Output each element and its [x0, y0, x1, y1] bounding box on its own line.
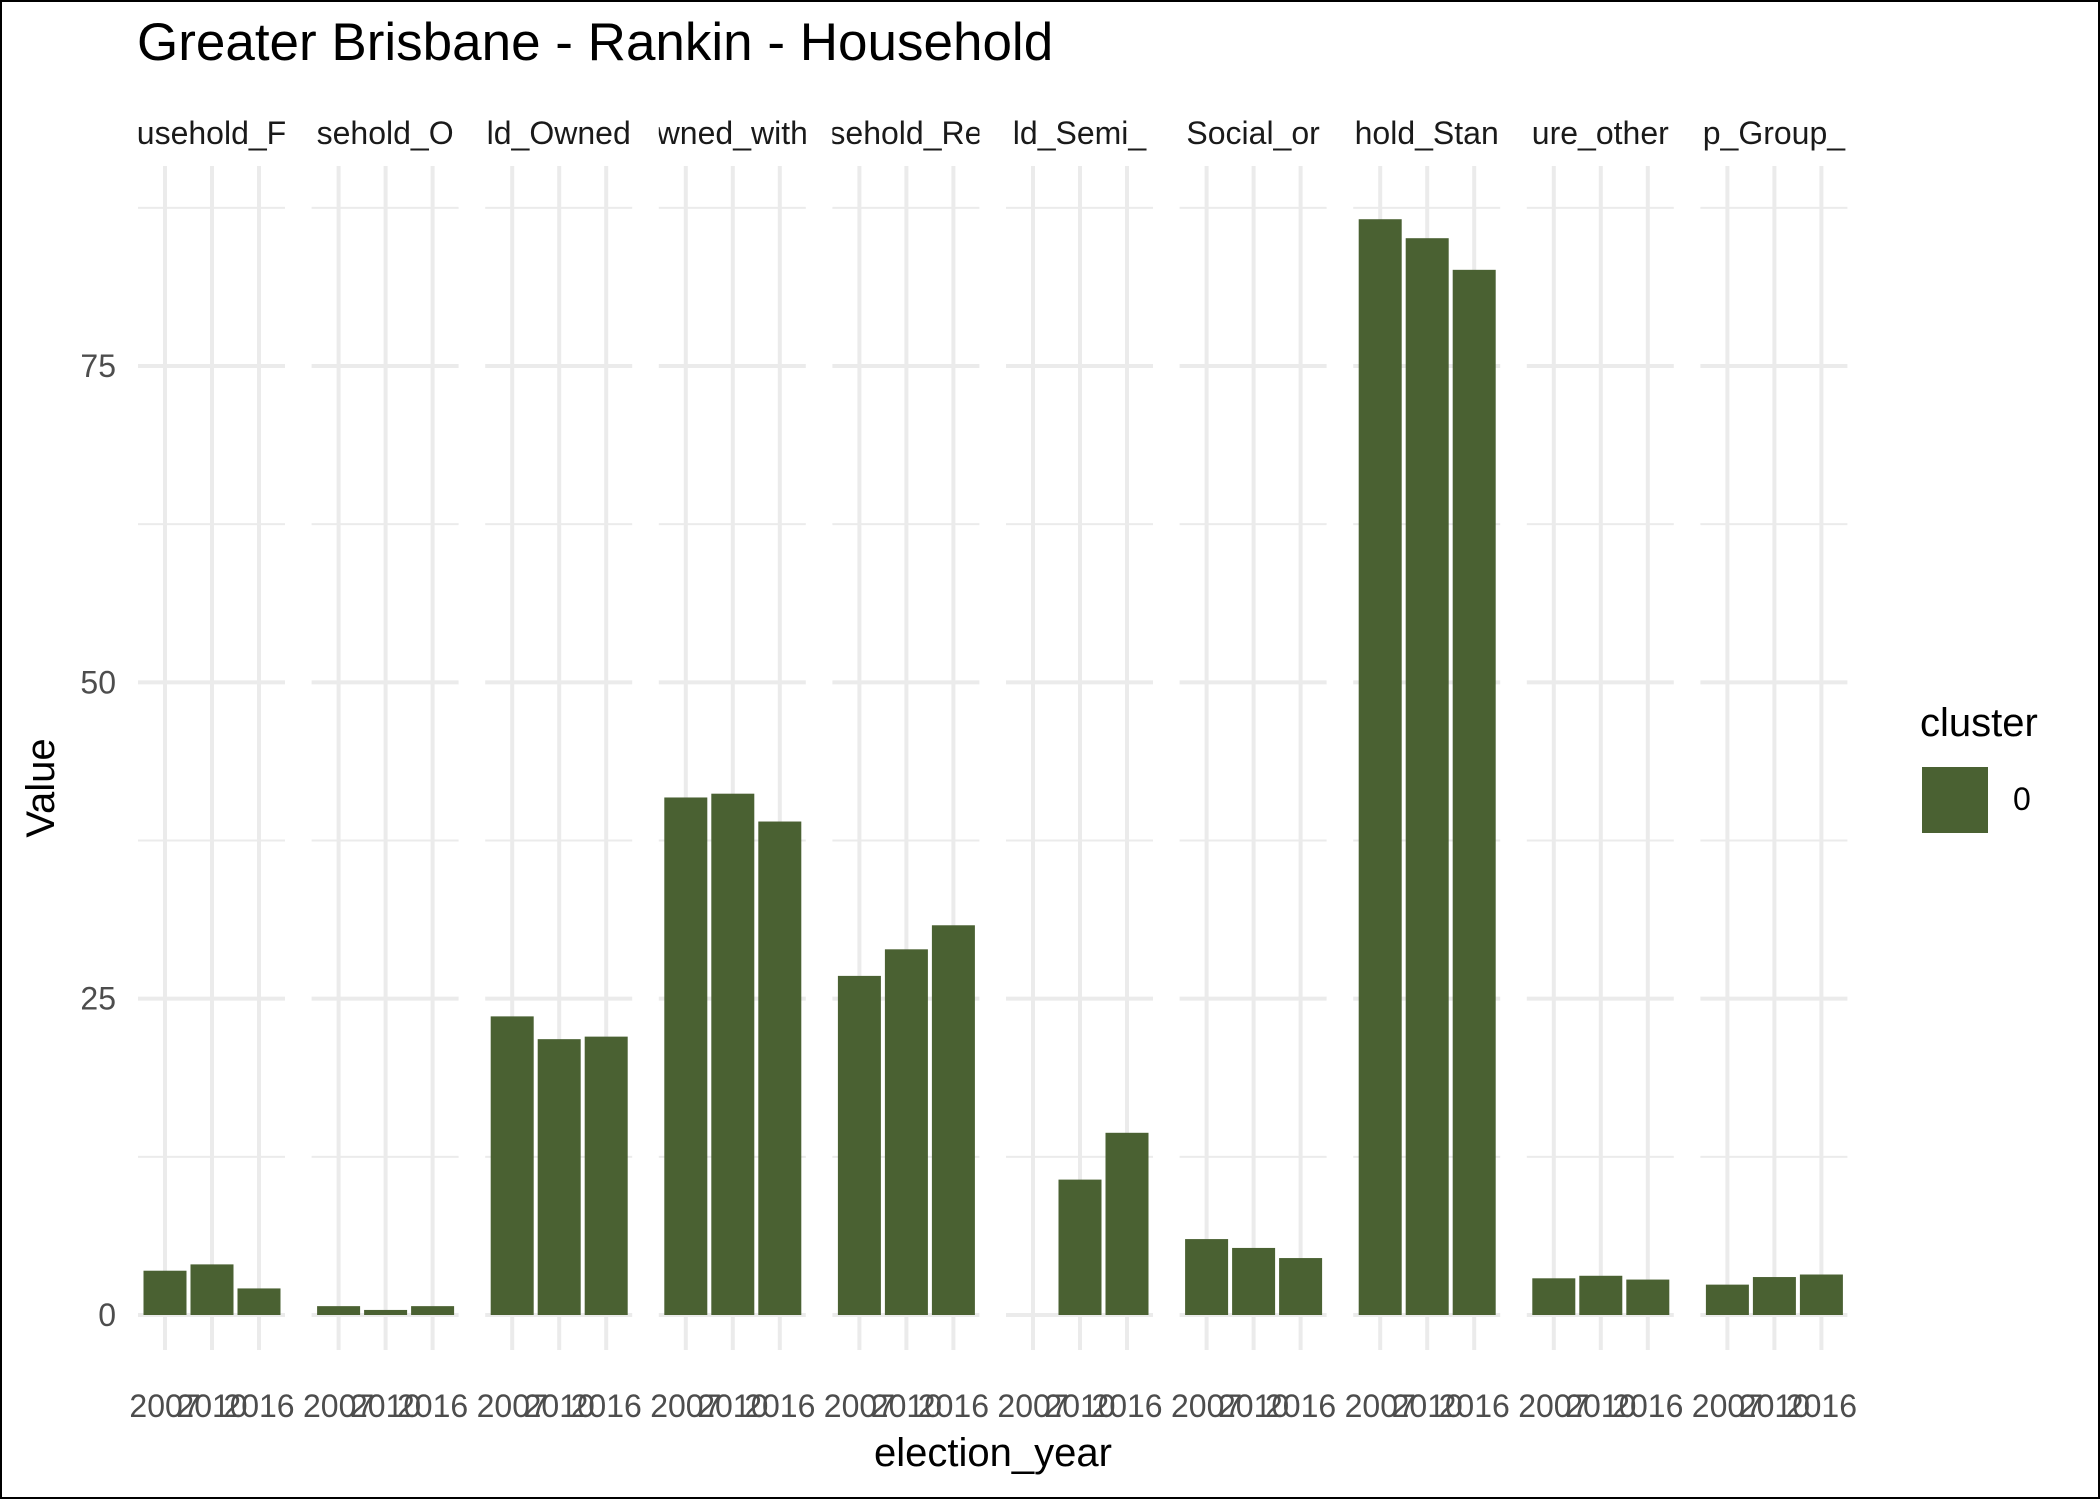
facet-strip-label: ld_Semi_ [1013, 115, 1148, 151]
x-tick-label: 2007 [1692, 1388, 1763, 1424]
facet-strip-label: p_Group_ [1703, 115, 1847, 151]
x-tick-label: 2016 [1786, 1388, 1857, 1424]
bar [1232, 1247, 1276, 1315]
x-tick-label: 2010 [350, 1388, 421, 1424]
x-tick-label: 2007 [1171, 1388, 1242, 1424]
bar [1799, 1274, 1843, 1315]
bar [837, 975, 881, 1315]
x-tick-label: 2010 [1044, 1388, 1115, 1424]
x-tick-label: 2010 [1392, 1388, 1463, 1424]
legend: cluster 0 [1920, 701, 2038, 833]
y-tick-label: 75 [80, 348, 116, 384]
bar [931, 925, 975, 1315]
bar [364, 1309, 408, 1315]
x-tick-label: 2007 [477, 1388, 548, 1424]
legend-key-0 [1922, 767, 1988, 833]
x-axis-title: election_year [874, 1431, 1112, 1475]
chart-title: Greater Brisbane - Rankin - Household [137, 13, 1053, 72]
bar [1705, 1284, 1749, 1315]
x-tick-label: 2007 [303, 1388, 374, 1424]
x-tick-label: 2007 [997, 1388, 1068, 1424]
bar [758, 821, 802, 1315]
bar [711, 793, 755, 1315]
x-tick-label: 2010 [1565, 1388, 1636, 1424]
facet-strip-label: usehold_F [137, 115, 286, 151]
x-tick-label: 2016 [1612, 1388, 1683, 1424]
bar [411, 1306, 455, 1315]
y-tick-label: 0 [98, 1297, 116, 1333]
x-tick-label: 2010 [871, 1388, 942, 1424]
y-axis: 0 25 50 75 [80, 348, 116, 1333]
bar [1532, 1278, 1576, 1315]
bar [1358, 219, 1402, 1316]
x-tick-label: 2016 [744, 1388, 815, 1424]
bar [1405, 238, 1449, 1316]
bar [884, 949, 928, 1315]
bar [143, 1270, 187, 1315]
bar [1752, 1277, 1796, 1315]
bar [490, 1016, 534, 1315]
y-tick-label: 50 [80, 664, 116, 700]
bar [237, 1288, 281, 1315]
x-tick-label: 2010 [524, 1388, 595, 1424]
x-tick-label: 2016 [223, 1388, 294, 1424]
x-tick-label: 2007 [1518, 1388, 1589, 1424]
x-tick-label: 2016 [1439, 1388, 1510, 1424]
bar [664, 797, 708, 1315]
x-tick-label: 2016 [1265, 1388, 1336, 1424]
facet-strip-label: hold_Stan [1355, 115, 1499, 151]
x-tick-label: 2016 [571, 1388, 642, 1424]
bar [1105, 1132, 1149, 1315]
facet-strip-label: sehold_Re [829, 115, 982, 151]
x-tick-label: 2010 [176, 1388, 247, 1424]
legend-title: cluster [1920, 701, 2038, 745]
facet-panels: usehold_F200720102016sehold_O20072010201… [129, 115, 1857, 1424]
facet-strip-label: ld_Owned [487, 115, 631, 151]
bar [1279, 1258, 1323, 1315]
x-tick-label: 2016 [918, 1388, 989, 1424]
bar [537, 1039, 581, 1315]
bar [1626, 1279, 1670, 1315]
facet-strip-label: wned_with [656, 115, 808, 151]
x-tick-label: 2007 [1345, 1388, 1416, 1424]
facet-strip-label: ure_other [1532, 115, 1669, 151]
facet-strip-label: sehold_O [317, 115, 454, 151]
bar [1185, 1239, 1229, 1315]
x-tick-label: 2010 [1739, 1388, 1810, 1424]
bar [317, 1306, 361, 1315]
x-tick-label: 2007 [129, 1388, 200, 1424]
bar [1452, 269, 1496, 1315]
bar [190, 1264, 234, 1315]
facet-strip-label: Social_or [1186, 115, 1320, 151]
x-tick-label: 2016 [397, 1388, 468, 1424]
x-tick-label: 2007 [650, 1388, 721, 1424]
y-axis-title: Value [19, 738, 63, 837]
bar [1579, 1275, 1623, 1315]
bar [1058, 1179, 1102, 1315]
legend-label-0: 0 [2013, 781, 2031, 817]
bar [584, 1036, 628, 1315]
x-tick-label: 2016 [1091, 1388, 1162, 1424]
x-tick-label: 2007 [824, 1388, 895, 1424]
y-tick-label: 25 [80, 981, 116, 1017]
x-tick-label: 2010 [697, 1388, 768, 1424]
x-tick-label: 2010 [1218, 1388, 1289, 1424]
